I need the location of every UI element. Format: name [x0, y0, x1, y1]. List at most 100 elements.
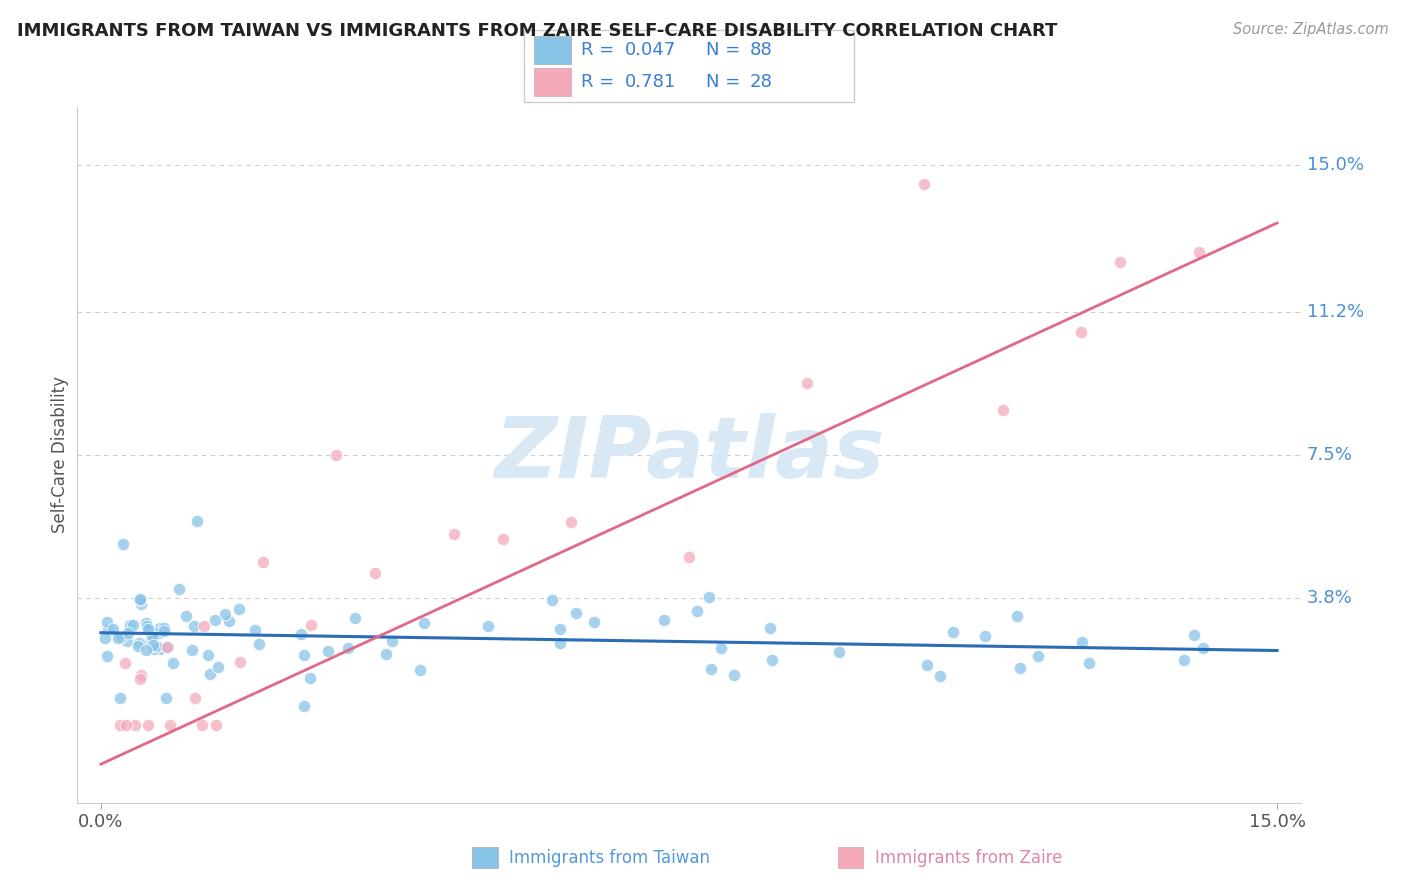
Point	[162, 656, 184, 670]
Point	[1173, 653, 1195, 667]
Point	[124, 718, 146, 732]
Point	[148, 642, 170, 657]
Point	[156, 640, 179, 655]
Point	[564, 607, 586, 621]
Point	[135, 642, 157, 657]
Point	[111, 537, 134, 551]
Point	[214, 607, 236, 621]
Point	[97, 623, 120, 637]
Point	[301, 617, 323, 632]
Point	[761, 652, 783, 666]
FancyBboxPatch shape	[534, 68, 571, 96]
Text: 88: 88	[749, 41, 772, 59]
Point	[191, 718, 214, 732]
FancyBboxPatch shape	[838, 847, 863, 868]
Point	[758, 621, 780, 635]
Point	[94, 631, 117, 645]
Point	[117, 633, 139, 648]
Point	[413, 615, 436, 630]
Point	[197, 648, 219, 662]
Point	[243, 624, 266, 638]
Point	[827, 645, 849, 659]
Point	[710, 640, 733, 655]
Point	[548, 635, 571, 649]
Point	[141, 631, 163, 645]
Point	[205, 718, 228, 732]
Text: Source: ZipAtlas.com: Source: ZipAtlas.com	[1233, 22, 1389, 37]
Point	[152, 621, 174, 635]
Point	[114, 656, 136, 670]
Point	[127, 639, 149, 653]
Point	[145, 640, 167, 654]
Text: 15.0%: 15.0%	[1306, 156, 1364, 174]
Point	[115, 718, 138, 732]
Point	[218, 614, 240, 628]
Point	[723, 667, 745, 681]
FancyBboxPatch shape	[523, 30, 855, 102]
Point	[174, 609, 197, 624]
Point	[325, 448, 347, 462]
Text: Immigrants from Taiwan: Immigrants from Taiwan	[509, 849, 710, 867]
Text: 3.8%: 3.8%	[1306, 589, 1353, 607]
Point	[700, 662, 723, 676]
Text: R =: R =	[581, 41, 620, 59]
Point	[141, 629, 163, 643]
Point	[991, 403, 1014, 417]
Point	[96, 615, 118, 630]
Point	[129, 592, 152, 607]
Point	[143, 641, 166, 656]
Point	[364, 566, 387, 580]
Point	[1010, 661, 1032, 675]
Point	[117, 625, 139, 640]
Point	[135, 615, 157, 630]
Point	[128, 636, 150, 650]
Point	[186, 514, 208, 528]
Point	[686, 604, 709, 618]
Text: 0.781: 0.781	[624, 73, 676, 91]
Point	[316, 644, 339, 658]
Text: 7.5%: 7.5%	[1306, 446, 1353, 464]
FancyBboxPatch shape	[472, 847, 498, 868]
Point	[198, 667, 221, 681]
Point	[1182, 628, 1205, 642]
Point	[678, 550, 700, 565]
Point	[138, 633, 160, 648]
Point	[129, 673, 152, 687]
Point	[136, 619, 159, 633]
Point	[118, 618, 141, 632]
Point	[247, 637, 270, 651]
Point	[1071, 635, 1094, 649]
Point	[375, 647, 398, 661]
Point	[193, 619, 215, 633]
Text: Immigrants from Zaire: Immigrants from Zaire	[875, 849, 1062, 867]
Point	[229, 655, 252, 669]
Text: ZIPatlas: ZIPatlas	[494, 413, 884, 497]
Point	[292, 648, 315, 662]
Point	[697, 590, 720, 604]
Point	[159, 718, 181, 732]
Point	[136, 718, 159, 732]
Point	[796, 376, 818, 390]
Point	[929, 668, 952, 682]
Point	[152, 624, 174, 638]
Point	[1070, 325, 1092, 339]
Point	[298, 671, 321, 685]
Point	[180, 643, 202, 657]
Point	[1026, 649, 1049, 664]
Point	[343, 611, 366, 625]
Point	[142, 638, 165, 652]
Point	[228, 602, 250, 616]
Point	[129, 593, 152, 607]
Point	[915, 658, 938, 673]
Point	[131, 597, 153, 611]
Point	[560, 515, 582, 529]
Point	[136, 622, 159, 636]
Point	[121, 617, 143, 632]
Point	[149, 621, 172, 635]
Point	[167, 582, 190, 596]
Point	[129, 667, 152, 681]
Point	[583, 615, 606, 629]
Point	[108, 718, 131, 732]
Point	[1192, 640, 1215, 655]
Point	[146, 626, 169, 640]
